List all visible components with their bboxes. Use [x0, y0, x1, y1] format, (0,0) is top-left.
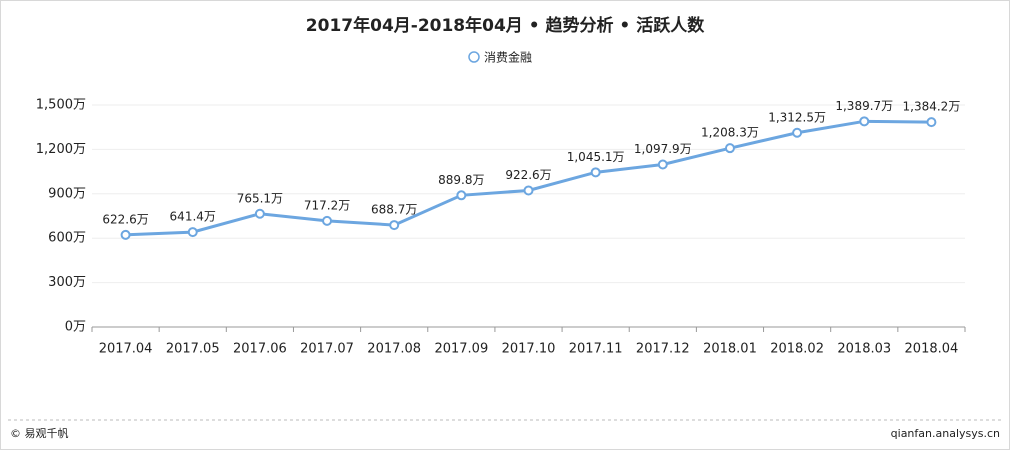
- y-tick-label: 0万: [65, 320, 86, 335]
- y-tick-label: 600万: [48, 231, 86, 246]
- point: [322, 215, 333, 226]
- point: [254, 208, 265, 219]
- point: [792, 127, 803, 138]
- x-tick-label: 2017.12: [636, 342, 690, 357]
- x-tick-label: 2017.08: [367, 342, 421, 357]
- point: [724, 143, 735, 154]
- legend-marker: [468, 51, 480, 63]
- point: [120, 229, 131, 240]
- y-tick-label: 1,200万: [36, 142, 86, 157]
- point: [187, 227, 198, 238]
- x-tick-label: 2018.04: [905, 342, 959, 357]
- data-label: 889.8万: [438, 173, 484, 187]
- data-label: 1,045.1万: [567, 150, 625, 164]
- data-label: 688.7万: [371, 203, 417, 217]
- point: [456, 190, 467, 201]
- data-label: 622.6万: [102, 212, 148, 226]
- point: [657, 159, 668, 170]
- data-label: 1,312.5万: [768, 110, 826, 124]
- data-label: 641.4万: [170, 210, 216, 224]
- x-tick-label: 2018.03: [837, 342, 891, 357]
- point: [859, 116, 870, 127]
- x-tick-label: 2017.05: [166, 342, 220, 357]
- x-tick-label: 2017.09: [434, 342, 488, 357]
- data-label: 765.1万: [237, 191, 283, 205]
- point: [389, 220, 400, 231]
- footer-left: © 易观千帆: [10, 426, 69, 440]
- x-tick-label: 2017.04: [99, 342, 153, 357]
- x-tick-label: 2017.11: [569, 342, 623, 357]
- x-tick-label: 2018.02: [770, 342, 824, 357]
- data-label: 1,389.7万: [835, 99, 893, 113]
- data-label: 1,208.3万: [701, 126, 759, 140]
- point: [926, 117, 937, 128]
- point: [590, 167, 601, 178]
- y-tick-label: 900万: [48, 186, 86, 201]
- x-tick-label: 2017.06: [233, 342, 287, 357]
- data-label: 1,384.2万: [903, 100, 961, 114]
- data-label: 922.6万: [505, 168, 551, 182]
- x-tick-label: 2018.01: [703, 342, 757, 357]
- legend-label: 消费金融: [484, 50, 532, 65]
- x-tick-label: 2017.07: [300, 342, 354, 357]
- x-tick-label: 2017.10: [502, 342, 556, 357]
- data-label: 1,097.9万: [634, 142, 692, 156]
- y-tick-label: 1,500万: [36, 98, 86, 113]
- point: [523, 185, 534, 196]
- data-label: 717.2万: [304, 198, 350, 212]
- footer-right: qianfan.analysys.cn: [891, 427, 1000, 440]
- y-tick-label: 300万: [48, 275, 86, 290]
- chart-title: 2017年04月-2018年04月 • 趋势分析 • 活跃人数: [306, 15, 705, 36]
